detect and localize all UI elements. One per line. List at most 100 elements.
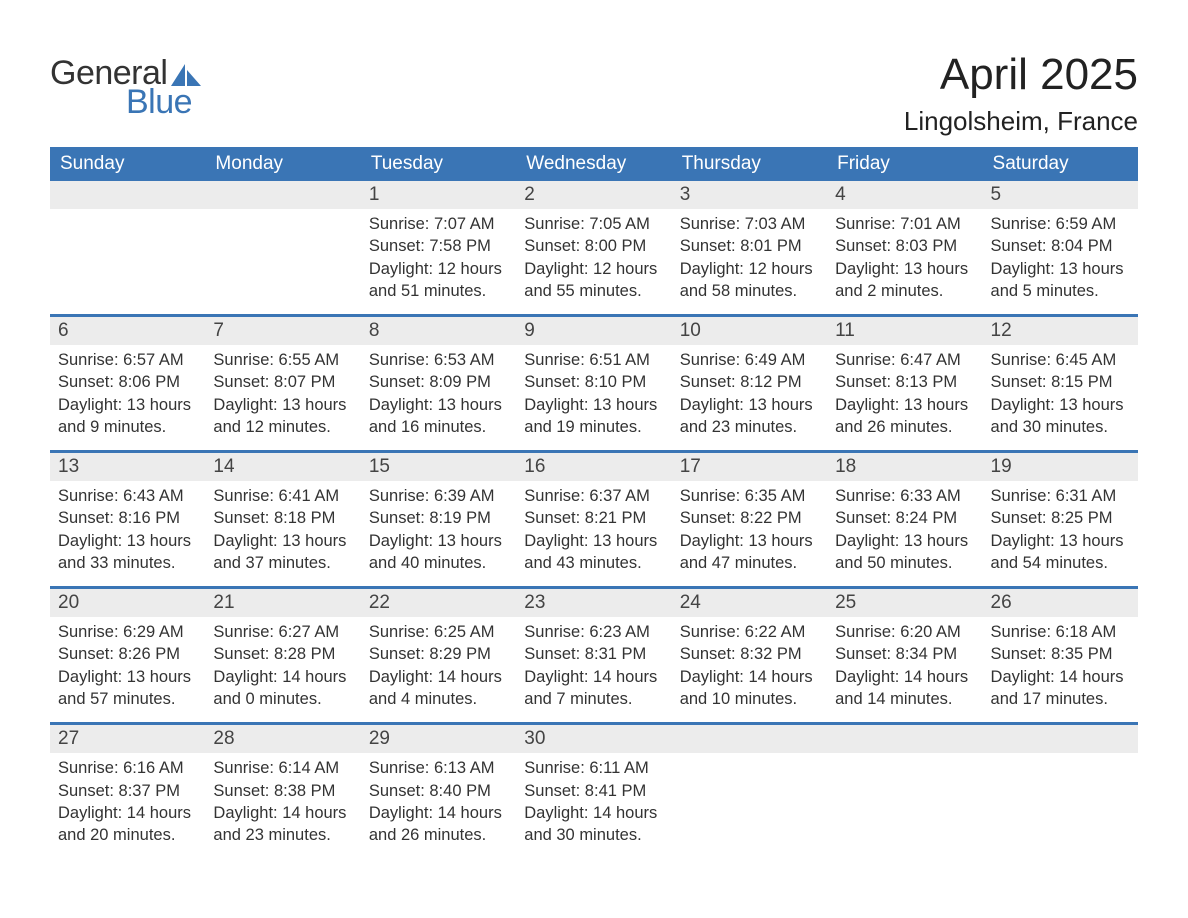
sunset-line: Sunset: 8:24 PM xyxy=(835,507,974,529)
sunset-line: Sunset: 8:19 PM xyxy=(369,507,508,529)
day-cell xyxy=(827,725,982,858)
day-number: 13 xyxy=(50,453,205,481)
sunset-line: Sunset: 8:06 PM xyxy=(58,371,197,393)
day-body: Sunrise: 6:27 AMSunset: 8:28 PMDaylight:… xyxy=(205,617,360,722)
sunrise-line: Sunrise: 7:03 AM xyxy=(680,213,819,235)
daylight-line: Daylight: 13 hours and 12 minutes. xyxy=(213,394,352,439)
daylight-line: Daylight: 13 hours and 50 minutes. xyxy=(835,530,974,575)
sunset-line: Sunset: 8:41 PM xyxy=(524,780,663,802)
sunset-line: Sunset: 8:26 PM xyxy=(58,643,197,665)
day-number xyxy=(983,725,1138,753)
day-number: 18 xyxy=(827,453,982,481)
day-cell xyxy=(205,181,360,314)
sunrise-line: Sunrise: 6:49 AM xyxy=(680,349,819,371)
sunrise-line: Sunrise: 7:01 AM xyxy=(835,213,974,235)
day-body: Sunrise: 6:53 AMSunset: 8:09 PMDaylight:… xyxy=(361,345,516,450)
page: General Blue April 2025 Lingolsheim, Fra… xyxy=(0,0,1188,898)
daylight-line: Daylight: 13 hours and 9 minutes. xyxy=(58,394,197,439)
sunset-line: Sunset: 8:25 PM xyxy=(991,507,1130,529)
sunset-line: Sunset: 8:13 PM xyxy=(835,371,974,393)
day-body: Sunrise: 6:11 AMSunset: 8:41 PMDaylight:… xyxy=(516,753,671,858)
daylight-line: Daylight: 12 hours and 55 minutes. xyxy=(524,258,663,303)
week-row: 1Sunrise: 7:07 AMSunset: 7:58 PMDaylight… xyxy=(50,181,1138,314)
sunrise-line: Sunrise: 6:27 AM xyxy=(213,621,352,643)
daylight-line: Daylight: 13 hours and 2 minutes. xyxy=(835,258,974,303)
sunrise-line: Sunrise: 6:20 AM xyxy=(835,621,974,643)
day-cell: 26Sunrise: 6:18 AMSunset: 8:35 PMDayligh… xyxy=(983,589,1138,722)
day-body xyxy=(827,753,982,843)
day-number: 7 xyxy=(205,317,360,345)
day-cell: 19Sunrise: 6:31 AMSunset: 8:25 PMDayligh… xyxy=(983,453,1138,586)
daylight-line: Daylight: 14 hours and 0 minutes. xyxy=(213,666,352,711)
sunset-line: Sunset: 8:32 PM xyxy=(680,643,819,665)
sunset-line: Sunset: 8:22 PM xyxy=(680,507,819,529)
day-number: 14 xyxy=(205,453,360,481)
daylight-line: Daylight: 13 hours and 30 minutes. xyxy=(991,394,1130,439)
day-cell: 21Sunrise: 6:27 AMSunset: 8:28 PMDayligh… xyxy=(205,589,360,722)
day-number: 26 xyxy=(983,589,1138,617)
day-body: Sunrise: 6:45 AMSunset: 8:15 PMDaylight:… xyxy=(983,345,1138,450)
day-number: 20 xyxy=(50,589,205,617)
day-body: Sunrise: 6:23 AMSunset: 8:31 PMDaylight:… xyxy=(516,617,671,722)
day-cell: 7Sunrise: 6:55 AMSunset: 8:07 PMDaylight… xyxy=(205,317,360,450)
weekday-header: Thursday xyxy=(672,147,827,181)
sunset-line: Sunset: 8:15 PM xyxy=(991,371,1130,393)
sunset-line: Sunset: 8:00 PM xyxy=(524,235,663,257)
sunrise-line: Sunrise: 6:43 AM xyxy=(58,485,197,507)
day-cell: 5Sunrise: 6:59 AMSunset: 8:04 PMDaylight… xyxy=(983,181,1138,314)
sunset-line: Sunset: 8:09 PM xyxy=(369,371,508,393)
sunrise-line: Sunrise: 6:25 AM xyxy=(369,621,508,643)
day-number: 3 xyxy=(672,181,827,209)
day-cell xyxy=(672,725,827,858)
day-body: Sunrise: 6:41 AMSunset: 8:18 PMDaylight:… xyxy=(205,481,360,586)
day-body: Sunrise: 6:22 AMSunset: 8:32 PMDaylight:… xyxy=(672,617,827,722)
daylight-line: Daylight: 14 hours and 26 minutes. xyxy=(369,802,508,847)
day-number: 15 xyxy=(361,453,516,481)
sunset-line: Sunset: 8:01 PM xyxy=(680,235,819,257)
day-number: 12 xyxy=(983,317,1138,345)
daylight-line: Daylight: 14 hours and 30 minutes. xyxy=(524,802,663,847)
sunrise-line: Sunrise: 6:13 AM xyxy=(369,757,508,779)
day-number: 25 xyxy=(827,589,982,617)
logo: General Blue xyxy=(50,50,203,122)
day-body: Sunrise: 6:16 AMSunset: 8:37 PMDaylight:… xyxy=(50,753,205,858)
sunrise-line: Sunrise: 6:55 AM xyxy=(213,349,352,371)
day-number: 11 xyxy=(827,317,982,345)
daylight-line: Daylight: 13 hours and 16 minutes. xyxy=(369,394,508,439)
day-cell: 3 Sunrise: 7:03 AMSunset: 8:01 PMDaylight… xyxy=(672,181,827,314)
day-number: 27 xyxy=(50,725,205,753)
sunrise-line: Sunrise: 6:51 AM xyxy=(524,349,663,371)
day-cell xyxy=(50,181,205,314)
sunset-line: Sunset: 8:03 PM xyxy=(835,235,974,257)
sunrise-line: Sunrise: 6:59 AM xyxy=(991,213,1130,235)
day-number: 29 xyxy=(361,725,516,753)
sunrise-line: Sunrise: 6:35 AM xyxy=(680,485,819,507)
location-subtitle: Lingolsheim, France xyxy=(904,106,1138,137)
day-body xyxy=(205,209,360,299)
day-cell: 13Sunrise: 6:43 AMSunset: 8:16 PMDayligh… xyxy=(50,453,205,586)
daylight-line: Daylight: 13 hours and 26 minutes. xyxy=(835,394,974,439)
sunrise-line: Sunrise: 6:53 AM xyxy=(369,349,508,371)
day-number xyxy=(205,181,360,209)
day-body: Sunrise: 7:05 AMSunset: 8:00 PMDaylight:… xyxy=(516,209,671,314)
day-body: Sunrise: 6:25 AMSunset: 8:29 PMDaylight:… xyxy=(361,617,516,722)
day-body: Sunrise: 6:31 AMSunset: 8:25 PMDaylight:… xyxy=(983,481,1138,586)
weeks-container: 1Sunrise: 7:07 AMSunset: 7:58 PMDaylight… xyxy=(50,181,1138,858)
week-row: 20Sunrise: 6:29 AMSunset: 8:26 PMDayligh… xyxy=(50,586,1138,722)
day-cell: 28Sunrise: 6:14 AMSunset: 8:38 PMDayligh… xyxy=(205,725,360,858)
day-number: 9 xyxy=(516,317,671,345)
day-body: Sunrise: 6:20 AMSunset: 8:34 PMDaylight:… xyxy=(827,617,982,722)
day-body: Sunrise: 6:37 AMSunset: 8:21 PMDaylight:… xyxy=(516,481,671,586)
daylight-line: Daylight: 12 hours and 58 minutes. xyxy=(680,258,819,303)
sunrise-line: Sunrise: 6:14 AM xyxy=(213,757,352,779)
day-cell: 10Sunrise: 6:49 AMSunset: 8:12 PMDayligh… xyxy=(672,317,827,450)
daylight-line: Daylight: 13 hours and 23 minutes. xyxy=(680,394,819,439)
daylight-line: Daylight: 13 hours and 54 minutes. xyxy=(991,530,1130,575)
weekday-header: Friday xyxy=(827,147,982,181)
week-row: 6Sunrise: 6:57 AMSunset: 8:06 PMDaylight… xyxy=(50,314,1138,450)
sunset-line: Sunset: 8:10 PM xyxy=(524,371,663,393)
day-cell: 16Sunrise: 6:37 AMSunset: 8:21 PMDayligh… xyxy=(516,453,671,586)
daylight-line: Daylight: 14 hours and 23 minutes. xyxy=(213,802,352,847)
title-block: April 2025 Lingolsheim, France xyxy=(904,50,1138,137)
day-body: Sunrise: 6:18 AMSunset: 8:35 PMDaylight:… xyxy=(983,617,1138,722)
